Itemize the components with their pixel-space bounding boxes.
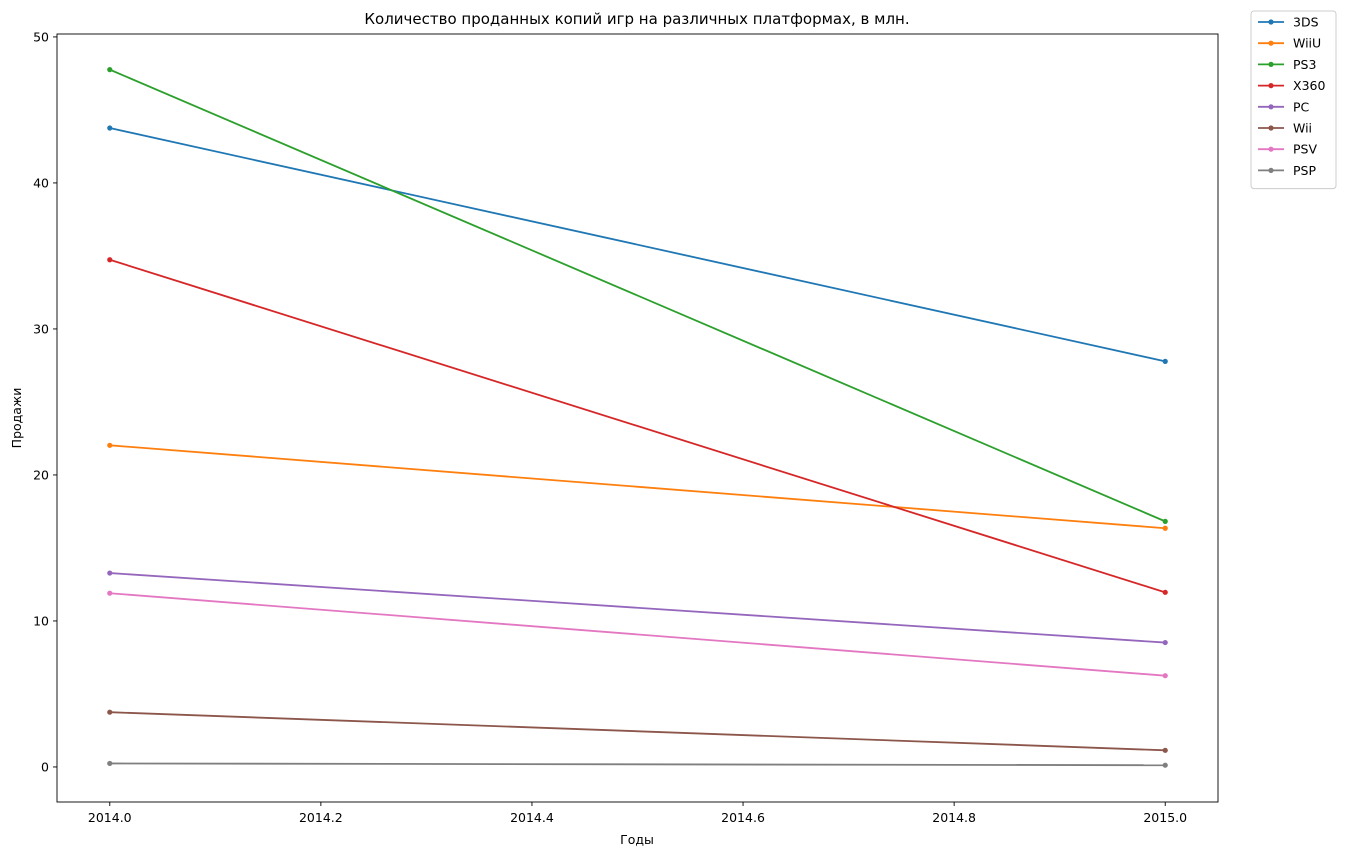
legend-label: 3DS bbox=[1293, 15, 1319, 30]
legend-marker bbox=[1268, 61, 1274, 67]
legend-marker bbox=[1268, 146, 1274, 152]
legend-entry-3ds: 3DS bbox=[1258, 15, 1319, 30]
data-point-wii-0 bbox=[107, 709, 113, 715]
legend-marker bbox=[1268, 40, 1274, 46]
plot-frame bbox=[56, 33, 1219, 803]
x-axis: 2014.0 2014.2 2014.4 2014.6 2014.8 2015.0 bbox=[88, 802, 1187, 825]
data-point-x360-0 bbox=[107, 257, 113, 263]
data-point-psp-0 bbox=[107, 760, 113, 767]
data-point-psp-1 bbox=[1162, 762, 1168, 768]
legend-label: WiiU bbox=[1293, 36, 1321, 51]
series-line-x360 bbox=[109, 258, 1166, 594]
y-tick-label: 40 bbox=[33, 175, 49, 190]
data-point-psv-1 bbox=[1162, 673, 1168, 679]
legend-entry-ps3: PS3 bbox=[1258, 57, 1316, 72]
y-tick-label: 30 bbox=[33, 321, 49, 336]
legend-label: X360 bbox=[1293, 78, 1325, 93]
legend-label: Wii bbox=[1293, 121, 1312, 136]
x-tick-label: 2014.6 bbox=[721, 810, 765, 825]
data-point-ps3-0 bbox=[107, 67, 113, 73]
x-tick-label: 2014.4 bbox=[510, 810, 554, 825]
data-point-wiiu-0 bbox=[107, 442, 113, 448]
series-line-psv bbox=[109, 592, 1166, 677]
x-axis-label: Годы bbox=[620, 832, 654, 847]
legend-label: PSP bbox=[1293, 163, 1316, 178]
legend-label: PSV bbox=[1293, 142, 1317, 157]
legend-entry-wii: Wii bbox=[1258, 121, 1312, 136]
data-point-x360-1 bbox=[1162, 589, 1168, 595]
x-tick-label: 2014.8 bbox=[932, 810, 976, 825]
y-tick-label: 50 bbox=[33, 29, 49, 44]
legend-marker bbox=[1268, 83, 1274, 89]
legend-marker bbox=[1268, 125, 1274, 131]
data-point-pc-1 bbox=[1162, 639, 1168, 646]
legend-marker bbox=[1268, 19, 1274, 25]
legend-entry-x360: X360 bbox=[1258, 78, 1325, 93]
data-point-wiiu-1 bbox=[1162, 525, 1168, 531]
legend-entry-psp: PSP bbox=[1258, 163, 1316, 178]
x-tick-label: 2015.0 bbox=[1143, 810, 1187, 825]
y-tick-label: 10 bbox=[33, 613, 49, 628]
legend-label: PC bbox=[1293, 99, 1310, 114]
data-point-wii-1 bbox=[1162, 747, 1168, 753]
legend-box bbox=[1250, 10, 1337, 190]
x-tick-label: 2014.2 bbox=[299, 810, 343, 825]
plot-area bbox=[56, 33, 1219, 803]
series-line-psp bbox=[109, 762, 1166, 767]
legend-marker bbox=[1268, 104, 1274, 110]
y-axis: 0 10 20 30 40 50 bbox=[33, 29, 57, 774]
legend-label: PS3 bbox=[1293, 57, 1316, 72]
data-point-3ds-1 bbox=[1162, 358, 1168, 364]
series-line-wiiu bbox=[109, 444, 1166, 530]
legend: 3DS WiiU PS3 X360 PC Wii PSV PSP bbox=[1250, 10, 1337, 190]
series-line-wii bbox=[109, 711, 1166, 752]
chart-title: Количество проданных копий игр на различ… bbox=[364, 10, 909, 28]
series-line-pc bbox=[109, 572, 1166, 644]
data-point-psv-0 bbox=[107, 590, 113, 596]
data-point-pc-0 bbox=[107, 570, 113, 576]
y-tick-label: 0 bbox=[41, 759, 49, 774]
data-point-3ds-0 bbox=[107, 125, 113, 131]
legend-entry-psv: PSV bbox=[1258, 142, 1317, 157]
legend-entry-wiiu: WiiU bbox=[1258, 36, 1321, 51]
legend-entry-pc: PC bbox=[1258, 99, 1310, 114]
series-line-ps3 bbox=[109, 68, 1166, 523]
y-axis-label: Продажи bbox=[9, 388, 24, 449]
y-tick-label: 20 bbox=[33, 467, 49, 482]
x-tick-label: 2014.0 bbox=[88, 810, 132, 825]
series-line-3ds bbox=[109, 127, 1166, 363]
legend-marker bbox=[1268, 167, 1274, 173]
data-point-ps3-1 bbox=[1162, 518, 1168, 524]
